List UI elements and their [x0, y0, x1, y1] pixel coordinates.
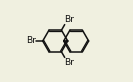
Text: Br: Br — [64, 15, 74, 24]
Text: Br: Br — [64, 58, 74, 67]
Text: Br: Br — [26, 36, 36, 46]
